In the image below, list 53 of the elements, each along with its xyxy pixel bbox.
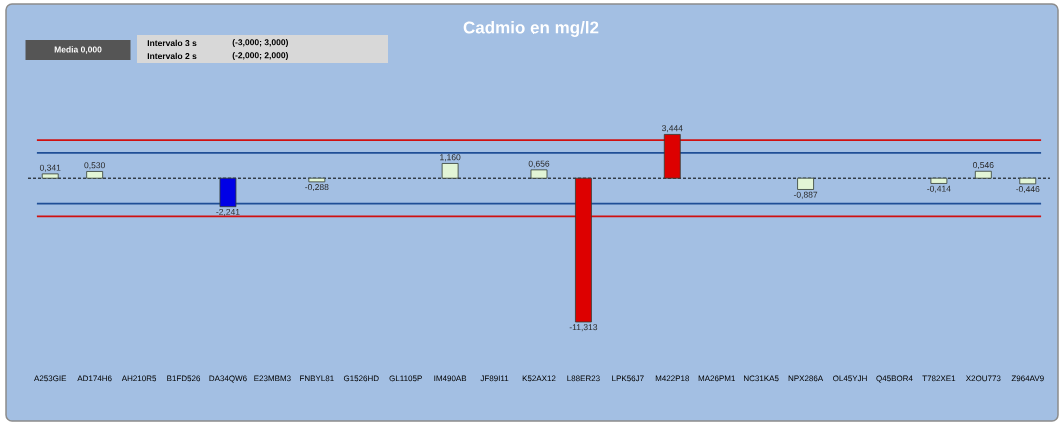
x-tick-label: E23MBM3 (254, 375, 291, 382)
text: (-3,000; 3,000) (232, 39, 288, 47)
x-tick-label: M422P18 (655, 375, 690, 382)
data-label: 0,341 (39, 164, 61, 172)
x-tick-label: NC31KA5 (744, 375, 779, 382)
x-tick-label: A253GIE (34, 375, 67, 382)
bar (663, 134, 681, 179)
data-label: 0,546 (973, 162, 994, 170)
bar (219, 177, 237, 208)
x-tick-label: NPX286A (788, 375, 824, 382)
x-tick-label: Q45BOR4 (876, 375, 913, 383)
x-tick-label: JF89I11 (480, 375, 509, 382)
x-tick-label: MA26PM1 (698, 375, 736, 382)
bar (530, 169, 548, 179)
text: Intervalo 3 s (147, 39, 197, 47)
x-tick-label: DA34QW6 (209, 375, 247, 383)
data-label: 3,444 (661, 125, 683, 133)
bar (974, 170, 992, 179)
data-label: -2,241 (216, 208, 240, 216)
x-tick-label: IM490AB (434, 375, 467, 382)
text: Intervalo 2 s (147, 52, 197, 60)
data-label: -0,887 (793, 191, 818, 199)
x-tick-label: OL45YJH (833, 375, 867, 382)
text: (-2,000; 2,000) (232, 52, 288, 60)
data-label: -0,288 (305, 184, 329, 192)
x-tick-label: G1526HD (343, 375, 379, 382)
x-tick-label: K52AX12 (522, 375, 556, 382)
text: Media 0,000 (54, 46, 102, 54)
x-tick-label: AD174H6 (77, 375, 112, 382)
x-tick-label: FNBYL81 (300, 375, 334, 382)
data-label: 1,160 (440, 154, 461, 162)
bar (797, 177, 814, 190)
x-tick-label: L88ER23 (567, 375, 600, 382)
data-label: -0,414 (927, 185, 951, 193)
x-tick-label: GL1105P (389, 375, 422, 382)
chart-title: Cadmio en mg/l2 (463, 21, 599, 37)
bar (441, 163, 459, 179)
x-tick-label: T782XE1 (922, 375, 956, 382)
x-tick-label: LPK56J7 (612, 375, 644, 382)
x-tick-label: X2OU773 (965, 375, 1001, 382)
bar (575, 177, 592, 323)
data-label: 0,530 (84, 162, 105, 170)
bar (930, 177, 948, 184)
bar (308, 177, 326, 183)
data-label: 0,656 (528, 160, 550, 168)
data-label: -0,446 (1016, 186, 1040, 194)
bar (86, 171, 104, 179)
x-tick-label: B1FD526 (167, 375, 201, 382)
bar (41, 173, 59, 179)
bar (1019, 177, 1037, 185)
x-tick-label: AH210R5 (121, 375, 157, 382)
data-label: -11,313 (569, 324, 598, 332)
x-tick-label: Z964AV9 (1011, 375, 1044, 382)
